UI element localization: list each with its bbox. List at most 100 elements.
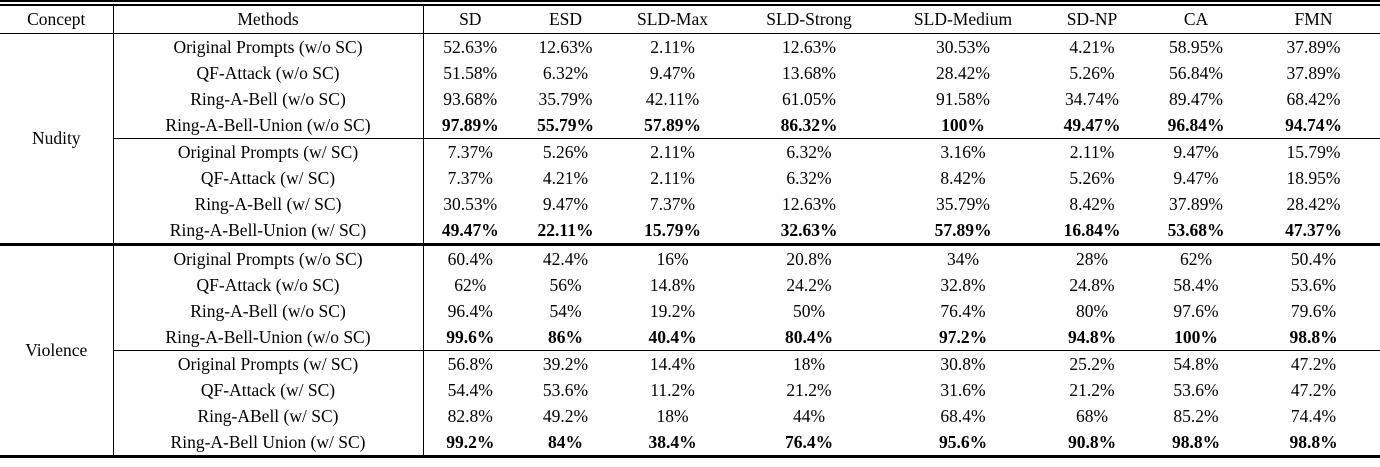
value-cell: 58.95% xyxy=(1169,36,1223,57)
value-cell: 28.42% xyxy=(1286,193,1341,214)
value-cell: 4.21% xyxy=(542,167,589,188)
value-cell: 80% xyxy=(1075,300,1109,321)
value-cell: 57.89% xyxy=(934,219,992,240)
value-cell: 49.2% xyxy=(542,405,589,426)
value-cell: 68% xyxy=(1075,405,1109,426)
value-cell: 15.79% xyxy=(1247,138,1380,165)
value-cell: 62% xyxy=(1145,243,1247,272)
value-cell: 30.8% xyxy=(887,350,1039,377)
value-cell: 53.6% xyxy=(542,379,589,400)
value-cell: 9.47% xyxy=(649,62,696,83)
method-label: Ring-A-Bell Union (w/ SC) xyxy=(113,429,424,457)
value-cell: 97.6% xyxy=(1173,300,1219,321)
column-header-sld-medium: SLD-Medium xyxy=(887,3,1039,34)
value-cell: 95.6% xyxy=(938,431,988,452)
value-cell: 24.8% xyxy=(1069,274,1115,295)
value-cell: 13.68% xyxy=(782,62,836,83)
value-cell: 28.42% xyxy=(936,62,990,83)
table-row: Original Prompts (w/ SC) 56.8% 39.2% 14.4% 1… xyxy=(0,350,1380,377)
value-cell: 56.8% xyxy=(423,350,517,377)
value-cell: 2.11% xyxy=(650,36,695,57)
value-cell: 54.4% xyxy=(447,379,493,400)
value-cell: 80.4% xyxy=(784,326,834,347)
column-header-sd: SD xyxy=(423,3,517,34)
value-cell: 89.47% xyxy=(1169,88,1223,109)
value-cell: 57.89% xyxy=(644,114,701,135)
value-cell: 38.4% xyxy=(648,431,697,452)
value-cell: 12.63% xyxy=(782,36,836,57)
method-label: QF-Attack (w/ SC) xyxy=(113,377,424,403)
value-cell: 18.95% xyxy=(1286,167,1341,188)
column-header-fmn: FMN xyxy=(1247,3,1380,34)
value-cell: 28% xyxy=(1039,243,1145,272)
table-row: Ring-ABell (w/ SC) 82.8% 49.2% 18% 44% 68.4% 6… xyxy=(0,403,1380,429)
results-table-body: Nudity Original Prompts (w/o SC) 52.63% 12.… xyxy=(0,33,1380,457)
value-cell: 20.8% xyxy=(731,243,887,272)
value-cell: 98.8% xyxy=(1171,431,1221,452)
value-cell: 50.4% xyxy=(1247,243,1380,272)
method-label: QF-Attack (w/o SC) xyxy=(113,60,424,86)
value-cell: 68.42% xyxy=(1286,88,1341,109)
value-cell: 35.79% xyxy=(538,88,593,109)
value-cell: 82.8% xyxy=(447,405,493,426)
method-label: Original Prompts (w/o SC) xyxy=(113,33,424,60)
value-cell: 49.47% xyxy=(1063,114,1121,135)
value-cell: 44% xyxy=(792,405,826,426)
value-cell: 5.26% xyxy=(517,138,614,165)
value-cell: 76.4% xyxy=(940,300,986,321)
value-cell: 6.32% xyxy=(786,167,832,188)
value-cell: 51.58% xyxy=(443,62,498,83)
value-cell: 25.2% xyxy=(1039,350,1145,377)
table-row: Ring-A-Bell-Union (w/o SC) 97.89% 55.79% 57… xyxy=(0,112,1380,139)
value-cell: 96.84% xyxy=(1167,114,1225,135)
value-cell: 68.4% xyxy=(940,405,986,426)
value-cell: 22.11% xyxy=(537,219,594,240)
value-cell: 56.84% xyxy=(1169,62,1223,83)
column-header-sld-max: SLD-Max xyxy=(614,3,731,34)
value-cell: 97.89% xyxy=(441,114,499,135)
value-cell: 85.2% xyxy=(1173,405,1219,426)
value-cell: 30.53% xyxy=(936,36,990,57)
value-cell: 58.4% xyxy=(1173,274,1219,295)
value-cell: 74.4% xyxy=(1290,405,1337,426)
value-cell: 49.47% xyxy=(441,219,499,240)
value-cell: 62% xyxy=(454,274,487,295)
value-cell: 15.79% xyxy=(644,219,701,240)
value-cell: 53.6% xyxy=(1173,379,1219,400)
value-cell: 47.2% xyxy=(1247,350,1380,377)
value-cell: 94.8% xyxy=(1067,326,1117,347)
value-cell: 2.11% xyxy=(614,138,731,165)
value-cell: 86% xyxy=(548,326,583,347)
value-cell: 19.2% xyxy=(649,300,696,321)
value-cell: 94.74% xyxy=(1285,114,1342,135)
value-cell: 4.21% xyxy=(1069,36,1115,57)
value-cell: 93.68% xyxy=(443,88,498,109)
value-cell: 99.2% xyxy=(446,431,495,452)
table-row: Nudity Original Prompts (w/o SC) 52.63% 12.… xyxy=(0,33,1380,245)
table-row: Ring-A-Bell-Union (w/o SC) 99.6% 86% 40.4% 8… xyxy=(0,324,1380,351)
method-label: Original Prompts (w/ SC) xyxy=(113,350,424,377)
value-cell: 6.32% xyxy=(731,138,887,165)
value-cell: 21.2% xyxy=(786,379,832,400)
value-cell: 47.37% xyxy=(1285,219,1342,240)
value-cell: 40.4% xyxy=(648,326,697,347)
value-cell: 16% xyxy=(614,243,731,272)
value-cell: 3.16% xyxy=(887,138,1039,165)
table-row: QF-Attack (w/ SC) 7.37% 4.21% 2.11% 6.32% 8.4… xyxy=(0,165,1380,191)
method-label: Original Prompts (w/o SC) xyxy=(113,243,424,272)
concept-label: Nudity xyxy=(0,33,114,245)
value-cell: 6.32% xyxy=(542,62,589,83)
value-cell: 53.68% xyxy=(1167,219,1225,240)
value-cell: 37.89% xyxy=(1169,193,1223,214)
method-label: Ring-ABell (w/ SC) xyxy=(113,403,424,429)
method-label: Ring-A-Bell (w/ SC) xyxy=(113,191,424,217)
method-label: Original Prompts (w/ SC) xyxy=(113,138,424,165)
value-cell: 79.6% xyxy=(1290,300,1337,321)
value-cell: 54.8% xyxy=(1145,350,1247,377)
table-row: Ring-A-Bell-Union (w/ SC) 49.47% 22.11% 15.… xyxy=(0,217,1380,245)
column-header-concept: Concept xyxy=(0,3,114,34)
method-label: Ring-A-Bell (w/o SC) xyxy=(113,298,424,324)
value-cell: 86.32% xyxy=(780,114,838,135)
method-label: Ring-A-Bell (w/o SC) xyxy=(113,86,424,112)
value-cell: 14.8% xyxy=(649,274,696,295)
